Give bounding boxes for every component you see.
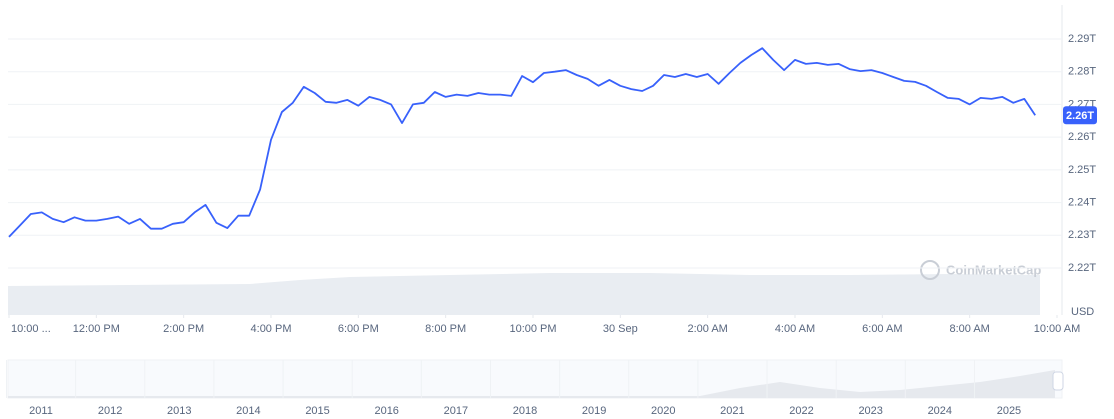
line bbox=[8, 47, 1036, 238]
x-tick-label: 10:00 PM bbox=[509, 323, 556, 335]
x-tick-label: 12:00 PM bbox=[73, 323, 120, 335]
watermark-text: CoinMarketCap bbox=[946, 262, 1041, 277]
navigator-year: 2019 bbox=[582, 405, 606, 417]
y-tick-label: 2.24T bbox=[1068, 196, 1096, 208]
current-price-box bbox=[1063, 106, 1097, 125]
navigator-year: 2025 bbox=[997, 405, 1021, 417]
navigator-year: 2014 bbox=[236, 405, 260, 417]
x-tick-label: 6:00 AM bbox=[862, 323, 902, 335]
x-tick-label: 8:00 AM bbox=[949, 323, 989, 335]
navigator-area bbox=[8, 370, 1055, 398]
x-tick-label: 2:00 PM bbox=[163, 323, 204, 335]
y-tick-label: 2.26T bbox=[1068, 131, 1096, 143]
navigator-year: 2013 bbox=[167, 405, 191, 417]
x-tick-label: 6:00 PM bbox=[338, 323, 379, 335]
volume-area bbox=[8, 273, 1040, 315]
navigator-year: 2024 bbox=[928, 405, 952, 417]
current-price-label: 2.26T bbox=[1066, 110, 1094, 122]
navigator-year: 2015 bbox=[305, 405, 329, 417]
y-tick-label: 2.23T bbox=[1068, 229, 1096, 241]
x-tick-label: 30 Sep bbox=[603, 323, 638, 335]
navigator-year: 2023 bbox=[858, 405, 882, 417]
y-tick-label: 2.29T bbox=[1068, 33, 1096, 45]
watermark: CoinMarketCap bbox=[920, 260, 1041, 280]
y-tick-label: 2.25T bbox=[1068, 164, 1096, 176]
x-tick-label: 4:00 PM bbox=[251, 323, 292, 335]
x-tick-label: 4:00 AM bbox=[775, 323, 815, 335]
y-tick-label: 2.28T bbox=[1068, 66, 1096, 78]
x-tick-label: 8:00 PM bbox=[425, 323, 466, 335]
x-tick-label: 2:00 AM bbox=[687, 323, 727, 335]
navigator-year: 2022 bbox=[789, 405, 813, 417]
navigator-year: 2018 bbox=[513, 405, 537, 417]
navigator-handle[interactable] bbox=[1052, 371, 1064, 391]
navigator-year: 2017 bbox=[444, 405, 468, 417]
x-tick-label: 10:00 AM bbox=[1034, 323, 1080, 335]
navigator-year: 2020 bbox=[651, 405, 675, 417]
y-unit-label: USD bbox=[1071, 306, 1094, 318]
navigator-year: 2021 bbox=[720, 405, 744, 417]
x-tick-label: 10:00 ... bbox=[11, 323, 51, 335]
navigator-year: 2012 bbox=[98, 405, 122, 417]
y-tick-label: 2.22T bbox=[1068, 262, 1096, 274]
navigator-year: 2016 bbox=[374, 405, 398, 417]
navigator-year: 2011 bbox=[29, 405, 53, 417]
